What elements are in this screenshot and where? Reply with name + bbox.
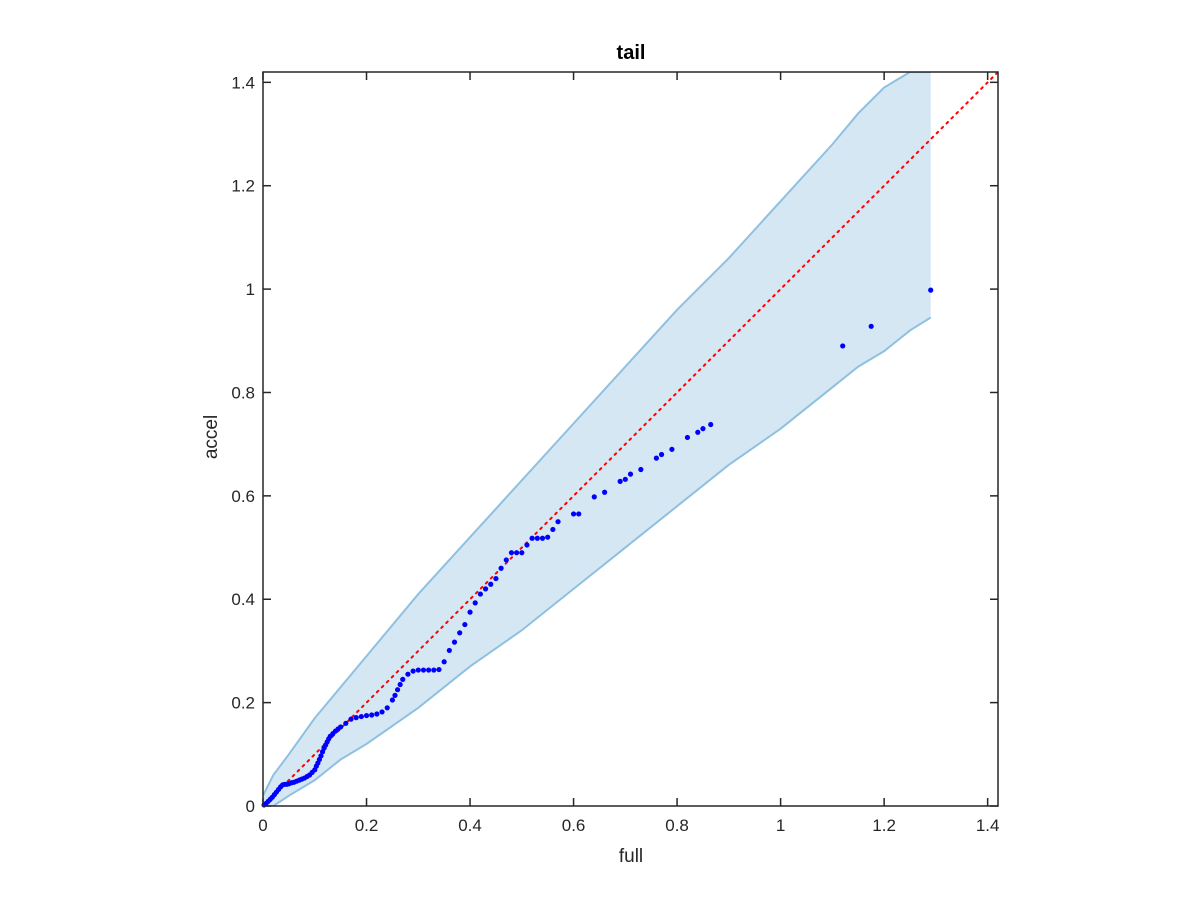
data-point xyxy=(415,667,421,673)
data-point xyxy=(658,451,665,458)
data-point xyxy=(348,716,354,722)
y-tick-label: 0.8 xyxy=(231,383,255,402)
data-point xyxy=(472,600,478,606)
axes-layer xyxy=(262,71,999,807)
data-point xyxy=(338,724,344,730)
data-point xyxy=(508,550,515,556)
confidence-band-layer xyxy=(263,72,932,806)
data-point xyxy=(426,667,432,673)
data-point xyxy=(539,535,546,541)
data-point xyxy=(420,667,427,673)
data-point xyxy=(384,705,390,711)
data-points-layer xyxy=(261,287,934,808)
data-point xyxy=(524,542,530,548)
data-point xyxy=(493,575,499,582)
y-tick-label: 1.2 xyxy=(231,177,255,196)
data-point xyxy=(622,476,628,482)
data-point xyxy=(394,687,401,693)
data-point xyxy=(591,494,597,500)
reference-line-layer xyxy=(263,72,998,806)
data-point xyxy=(534,535,540,541)
data-point xyxy=(369,712,375,718)
data-point xyxy=(617,478,623,484)
y-tick-label: 0.2 xyxy=(231,694,255,713)
confidence-band-area xyxy=(263,72,931,806)
x-tick-label: 0.4 xyxy=(458,816,482,835)
chart-title: tail xyxy=(617,42,646,64)
data-point xyxy=(374,711,380,717)
data-point xyxy=(431,667,437,673)
y-axis-label: accel xyxy=(201,415,222,459)
data-point xyxy=(669,446,675,452)
data-point xyxy=(462,621,468,628)
data-point xyxy=(477,591,483,597)
confidence-band-upper-edge xyxy=(263,72,931,797)
data-point xyxy=(550,526,556,533)
data-point xyxy=(514,550,520,556)
data-point xyxy=(457,630,463,636)
data-point xyxy=(708,421,714,428)
data-point xyxy=(653,455,659,461)
data-point xyxy=(555,519,561,525)
x-tick-label: 1.4 xyxy=(976,816,1000,835)
x-tick-label: 0 xyxy=(258,816,267,835)
ticks-layer: 0 0.2 0.4 0.6 0.8 1 1.2 1.4 0 0.2 0.4 0.6 0.8 1 1.2 1.4 xyxy=(231,72,999,835)
axes-box xyxy=(262,71,999,807)
y-tick-label: 0.4 xyxy=(231,590,255,609)
x-tick-label: 0.8 xyxy=(665,816,689,835)
data-point xyxy=(695,429,701,435)
data-point xyxy=(638,466,644,473)
data-point xyxy=(576,511,582,517)
data-point xyxy=(602,489,608,495)
x-tick-label: 1 xyxy=(776,816,785,835)
data-point xyxy=(545,534,551,540)
data-point xyxy=(358,713,364,720)
data-point xyxy=(451,639,458,645)
data-point xyxy=(397,681,403,688)
data-point xyxy=(840,343,846,349)
data-point xyxy=(446,647,452,654)
data-point xyxy=(570,511,577,517)
data-point xyxy=(400,676,406,682)
data-point xyxy=(498,565,504,571)
data-point xyxy=(519,550,525,556)
y-tick-label: 1.4 xyxy=(231,73,255,92)
data-point xyxy=(467,609,473,615)
y-tick-label: 0.6 xyxy=(231,487,255,506)
data-point xyxy=(405,671,411,677)
x-tick-label: 0.2 xyxy=(355,816,379,835)
data-point xyxy=(684,434,691,441)
data-point xyxy=(389,697,396,703)
data-point xyxy=(343,720,349,726)
x-axis-label: full xyxy=(619,846,643,867)
data-point xyxy=(441,659,447,665)
confidence-band-lower-edge xyxy=(263,316,932,806)
data-point xyxy=(436,666,442,673)
x-tick-label: 1.2 xyxy=(872,816,896,835)
data-point xyxy=(488,581,494,587)
data-point xyxy=(318,753,324,759)
y-tick-label: 0 xyxy=(246,797,255,816)
y-tick-label: 1 xyxy=(246,280,255,299)
data-point xyxy=(627,471,634,477)
data-point xyxy=(363,712,370,719)
data-point xyxy=(482,586,489,592)
x-tick-label: 0.6 xyxy=(562,816,586,835)
data-point xyxy=(928,287,934,293)
reference-line xyxy=(263,72,998,806)
data-point xyxy=(410,668,416,674)
data-point xyxy=(392,692,398,698)
data-point xyxy=(700,426,706,432)
data-point xyxy=(353,715,359,721)
data-point xyxy=(868,323,874,329)
data-point xyxy=(529,535,535,541)
data-point xyxy=(503,557,509,563)
data-point xyxy=(379,709,385,715)
